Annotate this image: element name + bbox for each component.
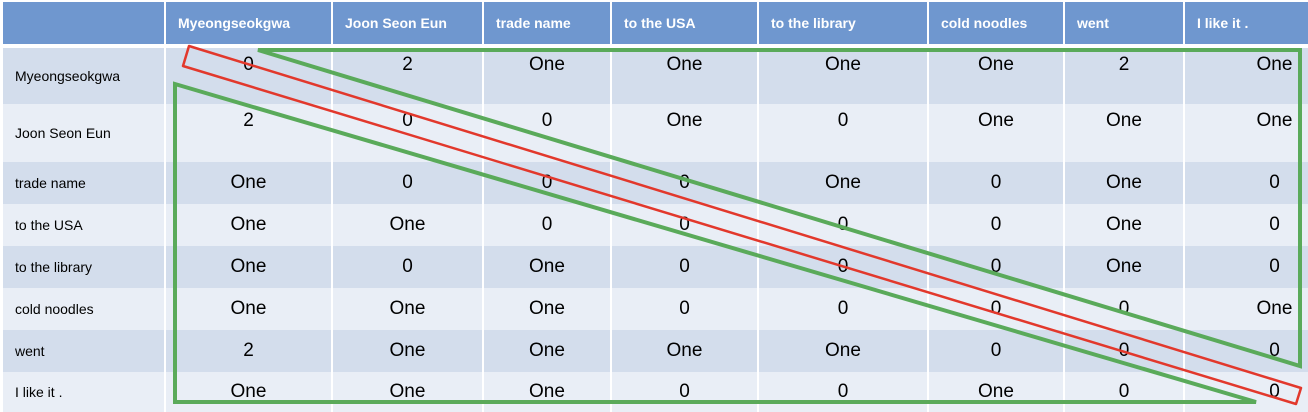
row-header: to the library	[3, 246, 166, 288]
matrix-cell: 0	[928, 330, 1065, 372]
matrix-cell: 0	[758, 246, 929, 288]
matrix-cell: 0	[165, 46, 333, 104]
matrix-cell: One	[928, 372, 1065, 412]
table-row: went 2 One One One One 0 0 0	[3, 330, 1308, 372]
matrix-cell: One	[758, 330, 929, 372]
matrix-cell: 2	[165, 104, 333, 162]
matrix-cell: One	[1064, 246, 1185, 288]
matrix-cell: One	[332, 204, 484, 246]
matrix-cell: 0	[928, 162, 1065, 204]
row-header: went	[3, 330, 166, 372]
table-row: Myeongseokgwa 0 2 One One One One 2 One	[3, 46, 1308, 104]
matrix-cell: 0	[332, 104, 484, 162]
matrix-cell: 0	[758, 104, 929, 162]
matrix-cell: One	[165, 162, 333, 204]
matrix-cell: 0	[611, 204, 759, 246]
header-row: Myeongseokgwa Joon Seon Eun trade name t…	[3, 2, 1308, 48]
matrix-cell: 0	[758, 204, 929, 246]
matrix-cell: 0	[611, 372, 759, 412]
row-header: Myeongseokgwa	[3, 46, 166, 104]
row-header: trade name	[3, 162, 166, 204]
matrix-cell: 0	[1064, 288, 1185, 330]
matrix-cell: 0	[928, 246, 1065, 288]
column-header: Joon Seon Eun	[332, 2, 484, 48]
matrix-cell: One	[165, 372, 333, 412]
corner-cell	[3, 2, 166, 48]
matrix-cell: 0	[1184, 162, 1308, 204]
matrix-cell: 0	[483, 162, 612, 204]
matrix-cell: 0	[1184, 204, 1308, 246]
column-header: to the library	[758, 2, 929, 48]
table-row: to the library One 0 One 0 0 0 One 0	[3, 246, 1308, 288]
matrix-cell: One	[165, 204, 333, 246]
matrix-cell: One	[483, 288, 612, 330]
matrix-cell: One	[483, 330, 612, 372]
matrix-cell: 0	[928, 288, 1065, 330]
matrix-cell: 0	[758, 372, 929, 412]
matrix-cell: One	[1184, 288, 1308, 330]
matrix-cell: 0	[1184, 246, 1308, 288]
matrix-cell: 0	[332, 246, 484, 288]
matrix-cell: 2	[165, 330, 333, 372]
column-header: to the USA	[611, 2, 759, 48]
matrix-cell: One	[483, 246, 612, 288]
matrix-cell: 0	[758, 288, 929, 330]
matrix-cell: 0	[483, 104, 612, 162]
matrix-cell: One	[1064, 204, 1185, 246]
matrix-cell: One	[758, 46, 929, 104]
matrix-cell: 0	[1184, 330, 1308, 372]
matrix-cell: One	[1064, 162, 1185, 204]
matrix-cell: One	[611, 104, 759, 162]
matrix-cell: 0	[1064, 330, 1185, 372]
matrix-cell: 0	[611, 162, 759, 204]
column-header: cold noodles	[928, 2, 1065, 48]
matrix-cell: One	[332, 288, 484, 330]
matrix-cell: 0	[332, 162, 484, 204]
row-header: to the USA	[3, 204, 166, 246]
row-header: Joon Seon Eun	[3, 104, 166, 162]
table-row: I like it . One One One 0 0 One 0 0	[3, 372, 1308, 412]
matrix-cell: One	[611, 330, 759, 372]
table-row: to the USA One One 0 0 0 0 One 0	[3, 204, 1308, 246]
table-row: cold noodles One One One 0 0 0 0 One	[3, 288, 1308, 330]
matrix-cell: One	[611, 46, 759, 104]
row-header: I like it .	[3, 372, 166, 412]
matrix-cell: One	[1064, 104, 1185, 162]
matrix-cell: 0	[483, 204, 612, 246]
column-header: went	[1064, 2, 1185, 48]
row-header: cold noodles	[3, 288, 166, 330]
matrix-cell: One	[332, 330, 484, 372]
table-row: trade name One 0 0 0 One 0 One 0	[3, 162, 1308, 204]
matrix-cell: One	[1184, 46, 1308, 104]
matrix-cell: 0	[1064, 372, 1185, 412]
column-header: trade name	[483, 2, 612, 48]
matrix-cell: One	[1184, 104, 1308, 162]
table-row: Joon Seon Eun 2 0 0 One 0 One One One	[3, 104, 1308, 162]
matrix-cell: One	[928, 46, 1065, 104]
column-header: Myeongseokgwa	[165, 2, 333, 48]
matrix-cell: One	[483, 46, 612, 104]
matrix-cell: 0	[611, 246, 759, 288]
column-header: I like it .	[1184, 2, 1308, 48]
matrix-cell: One	[165, 288, 333, 330]
matrix-cell: 0	[611, 288, 759, 330]
matrix-cell: One	[332, 372, 484, 412]
matrix-cell: 2	[332, 46, 484, 104]
matrix-cell: 0	[1184, 372, 1308, 412]
matrix-cell: One	[928, 104, 1065, 162]
matrix-cell: 0	[928, 204, 1065, 246]
matrix-cell: One	[483, 372, 612, 412]
matrix-cell: One	[758, 162, 929, 204]
co-occurrence-matrix-table: Myeongseokgwa Joon Seon Eun trade name t…	[3, 2, 1308, 412]
matrix-cell: 2	[1064, 46, 1185, 104]
matrix-cell: One	[165, 246, 333, 288]
